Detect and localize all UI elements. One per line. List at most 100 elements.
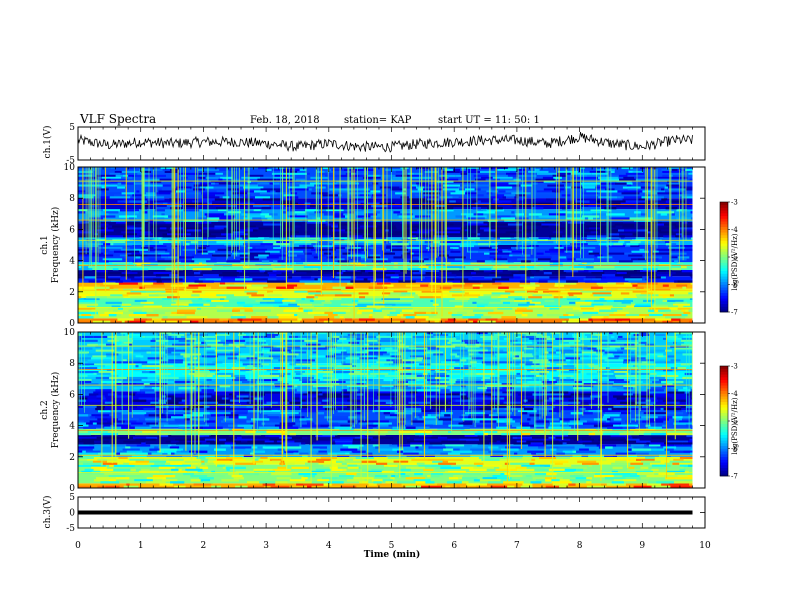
ch2-spectrogram-cell	[317, 412, 325, 415]
ch2-spectrogram-cell	[140, 391, 146, 394]
ch2-spectrogram-cell	[466, 483, 488, 486]
ch2-spectrogram-cell	[129, 462, 148, 465]
ch2-spectrogram-cell	[590, 395, 601, 398]
ch1-spectrogram-cell	[320, 262, 341, 265]
ch1-spectrogram-cell	[606, 213, 625, 216]
ch1-spectrogram-cell	[174, 209, 184, 212]
ch2-spectrogram-cell	[133, 369, 146, 372]
ch2-spectrogram-cell	[133, 436, 147, 439]
ch2-spectrogram-cell	[419, 454, 435, 457]
ch1-spectrogram-cell	[575, 303, 592, 306]
ch1-spectrogram-cell	[284, 307, 299, 310]
ch2-spectrogram-cell	[603, 414, 620, 417]
ch1-spectrogram-cell	[458, 186, 465, 189]
ch1-spectrogram-cell	[332, 309, 351, 312]
ch1-spectrogram-cell	[446, 233, 459, 236]
ch2-spectrogram-cell	[322, 432, 338, 436]
ch1-spectrogram-cell	[614, 266, 630, 269]
ch1-spectrogram-cell	[664, 223, 670, 226]
ch2-spectrogram-cell	[690, 389, 693, 392]
ch1-spectrogram-cell	[376, 282, 382, 285]
ch1-spectrogram-cell	[405, 284, 421, 287]
ch1-spectrogram-cell	[170, 309, 177, 312]
ch2-spectrogram-cell	[307, 460, 325, 463]
ch2-spectrogram-cell	[655, 369, 663, 372]
ch1-spectrogram-cell	[586, 266, 594, 269]
ch2-spectrogram-cell	[246, 405, 254, 409]
ch2-spectrogram-cell	[228, 397, 244, 400]
ch2-spectrogram-cell	[364, 440, 370, 443]
ch2-spectrogram-cell	[198, 424, 210, 427]
ch1-spectrogram-cell	[604, 256, 613, 259]
ch2-spectrogram-cell	[254, 458, 259, 461]
ch1-spectrogram-cell	[453, 320, 469, 324]
ch1-spectrogram-cell	[430, 299, 434, 302]
ch1-spectrogram-cell	[258, 184, 273, 187]
ch1-spectrogram-cell	[468, 299, 484, 302]
ch2-spectrogram-cell	[640, 477, 650, 480]
ch1-spectrogram-cell	[607, 252, 625, 255]
ch2-spectrogram-cell	[286, 389, 297, 392]
ch2-spectrogram-cell	[95, 407, 105, 411]
ch2-spectrogram-cell	[670, 436, 679, 439]
ch2-spectrogram-cell	[666, 335, 678, 338]
ch1-spectrogram-cell	[127, 227, 144, 230]
ch1-spectrogram-cell	[501, 217, 516, 220]
ch2-spectrogram-cell	[667, 383, 673, 386]
ch2-spectrogram-cell	[355, 337, 365, 340]
ch2-spectrogram-cell	[247, 481, 260, 484]
ch2-spectrogram-cell	[135, 438, 150, 441]
ch2-spectrogram-cell	[667, 391, 685, 394]
ch1-spectrogram-cell	[688, 309, 693, 312]
ch1-spectrogram-cell	[314, 211, 335, 214]
ch1-spectrogram-cell	[581, 307, 594, 310]
ch1-spectrogram-cell	[339, 316, 344, 319]
ch2-spectrogram-cell	[116, 351, 134, 354]
ch2-spectrogram-cell	[677, 405, 681, 409]
ch1-spectrogram-cell	[689, 274, 693, 277]
ch1-spectrogram-cell	[329, 241, 334, 244]
ch2-spectrogram-cell	[344, 458, 353, 461]
ch1-spectrogram-cell	[616, 284, 633, 287]
ch1-spectrogram-cell	[536, 190, 552, 193]
ch2-spectrogram-cell	[587, 347, 597, 350]
ch2-spectrogram-cell	[431, 472, 444, 476]
ch1-spectrogram-cell	[95, 276, 109, 279]
ch2-spectrogram-cell	[536, 335, 551, 338]
ch1-spectrogram-cell	[483, 229, 496, 232]
ch1-spectrogram-cell	[676, 262, 684, 265]
ch2-spectrogram-cell	[495, 351, 508, 354]
ch1-spectrogram-cell	[390, 188, 404, 191]
ch2-spectrogram-cell	[333, 371, 354, 374]
ch1-spectrogram-cell	[366, 186, 380, 189]
ch2-spectrogram-cell	[120, 452, 136, 455]
ch2-spectrogram-cell	[390, 477, 395, 480]
ch1-spectrogram-cell	[589, 200, 596, 203]
ch1-spectrogram-cell	[533, 219, 546, 222]
ch1-spectrogram-cell	[214, 167, 234, 170]
ch1-spectrogram-cell	[356, 215, 371, 218]
ch1-spectrogram-cell	[382, 227, 397, 230]
ch2-spectrogram-cell	[583, 361, 601, 364]
ch2-spectrogram-cell	[599, 355, 615, 358]
ch2-spectrogram-cell	[534, 440, 549, 443]
ch1-spectrogram-cell	[676, 284, 688, 287]
ch1-spectrogram-cell	[493, 235, 515, 238]
ch2-spectrogram-cell	[469, 436, 489, 439]
ch2-spectrogram-cell	[231, 446, 252, 449]
ch2-spectrogram-cell	[601, 468, 613, 472]
ch1-spectrogram-cell	[565, 186, 572, 189]
ch1-spectrogram-cell	[411, 276, 425, 279]
ch2-spectrogram-cell	[642, 380, 653, 384]
ch2-spectrogram-cell	[521, 464, 541, 467]
ch2-spectrogram-cell	[486, 468, 496, 472]
ch2-spectrogram-cell	[422, 393, 435, 396]
ch2-spectrogram-cell	[548, 426, 562, 429]
ch2-spectrogram-cell	[593, 367, 606, 370]
ch1-spectrogram-cell	[639, 294, 659, 297]
ch2-spectrogram-cell	[672, 349, 693, 352]
ch2-spectrogram-cell	[430, 383, 447, 386]
ch1-spectrogram-cell	[445, 243, 461, 246]
ch1-spectrogram-cell	[257, 182, 270, 185]
ch2-spectrogram-cell	[609, 367, 621, 370]
